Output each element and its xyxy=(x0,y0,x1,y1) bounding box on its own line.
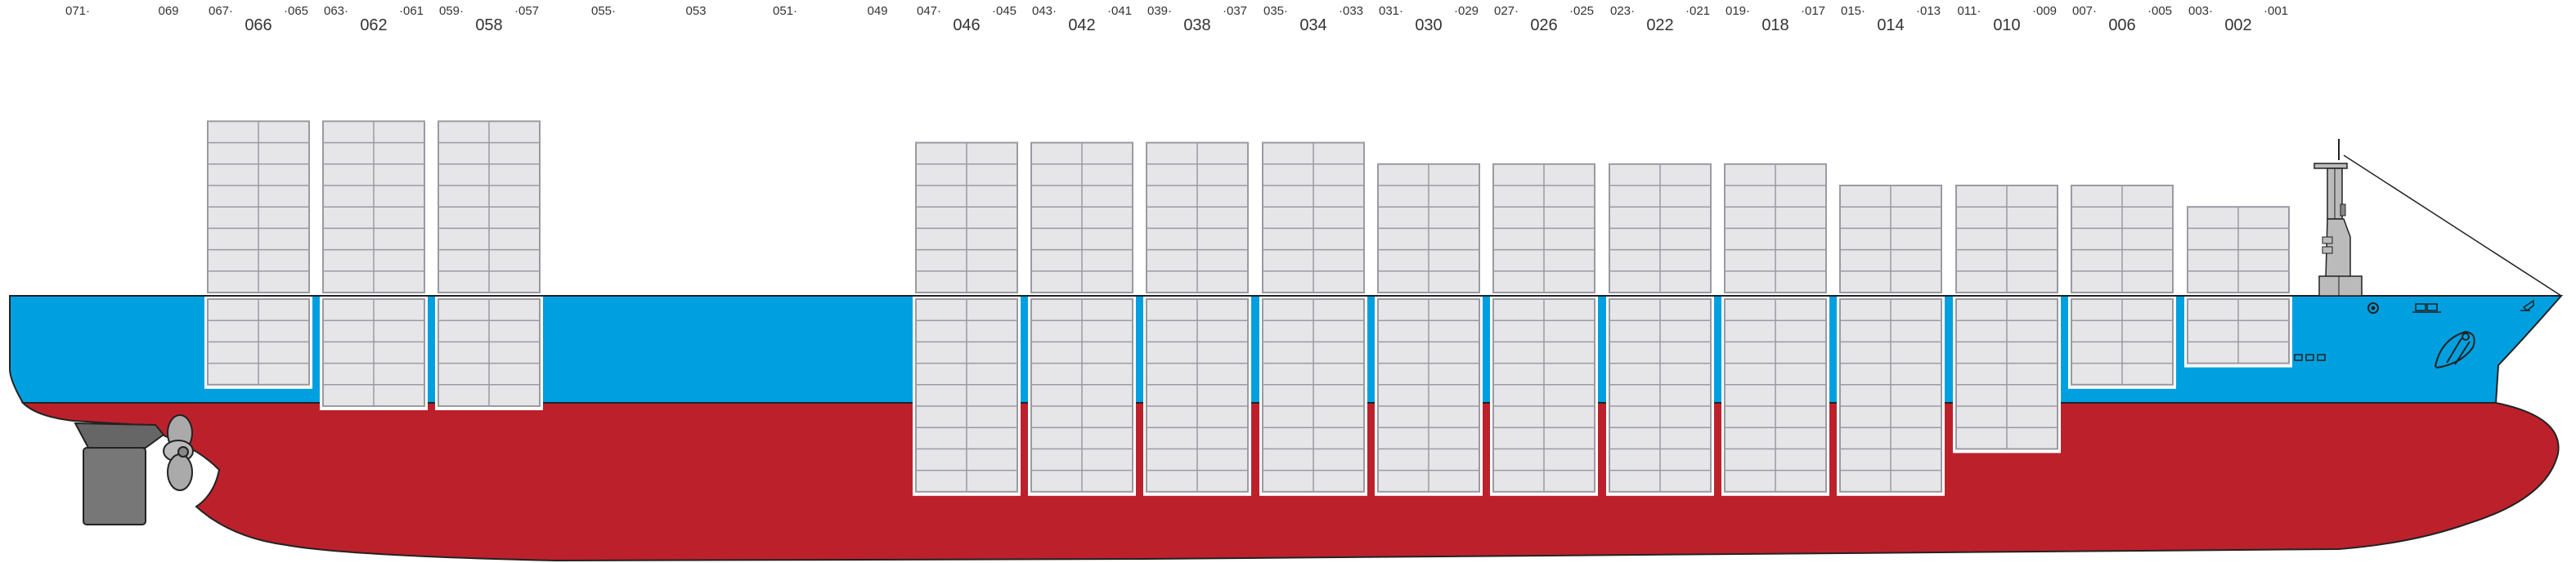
bay-aft-label-029: ·029 xyxy=(1454,4,1479,18)
bay-aft-label-013: ·013 xyxy=(1916,4,1941,18)
bay-fore-label-027: 027· xyxy=(1494,4,1519,18)
bay-label-058: 058 xyxy=(475,16,502,34)
bay-label-030: 030 xyxy=(1415,16,1442,34)
container-stack-below-062 xyxy=(322,298,425,407)
bay-fore-label-031: 031· xyxy=(1379,4,1403,18)
bay-label-022: 022 xyxy=(1646,16,1673,34)
container-stack-below-058 xyxy=(438,298,541,407)
container-stack-below-014 xyxy=(1839,298,1942,493)
container-stack-above-030 xyxy=(1377,163,1480,293)
bay-fore-label-059: 059· xyxy=(439,4,464,18)
bay-label-002: 002 xyxy=(2224,16,2251,34)
container-stack-above-002 xyxy=(2187,206,2290,293)
container-stack-above-014 xyxy=(1839,185,1942,293)
bay-label-051: 051· xyxy=(773,4,797,18)
container-stack-above-006 xyxy=(2071,185,2174,293)
bay-labels: 066 067· ·065 062 063· ·061 058 059· ·057 046 047·… xyxy=(65,4,2288,34)
rudder-post xyxy=(74,422,165,449)
bay-label-053: 053 xyxy=(685,4,706,18)
bay-aft-label-021: ·021 xyxy=(1685,4,1710,18)
bay-label-014: 014 xyxy=(1877,16,1904,34)
bay-label-062: 062 xyxy=(360,16,387,34)
bay-fore-label-067: 067· xyxy=(209,4,233,18)
bay-label-049: 049 xyxy=(867,4,887,18)
container-stack-above-062 xyxy=(322,120,425,293)
bay-aft-label-009: ·009 xyxy=(2032,4,2057,18)
container-stack-below-010 xyxy=(1955,298,2058,450)
bay-label-018: 018 xyxy=(1761,16,1788,34)
rudder xyxy=(83,447,146,525)
container-stack-above-034 xyxy=(1262,141,1365,293)
container-stack-above-022 xyxy=(1609,163,1712,293)
container-stack-below-034 xyxy=(1262,298,1365,493)
container-stack-below-018 xyxy=(1724,298,1827,493)
bay-label-071: 071· xyxy=(65,4,90,18)
bow-mast xyxy=(2313,139,2562,297)
container-stack-above-066 xyxy=(207,120,310,293)
bay-aft-label-041: ·041 xyxy=(1107,4,1132,18)
bay-fore-label-023: 023· xyxy=(1610,4,1635,18)
bay-fore-label-011: 011· xyxy=(1958,4,1981,18)
container-stack-below-002 xyxy=(2187,298,2290,364)
bay-aft-label-061: ·061 xyxy=(399,4,424,18)
container-stack-below-038 xyxy=(1146,298,1249,493)
bay-fore-label-043: 043· xyxy=(1032,4,1057,18)
container-stack-above-046 xyxy=(915,141,1018,293)
bow-fittings xyxy=(2294,299,2534,361)
bay-aft-label-033: ·033 xyxy=(1339,4,1363,18)
container-stack-above-026 xyxy=(1492,163,1595,293)
bay-label-010: 010 xyxy=(1993,16,2020,34)
container-stacks xyxy=(204,120,2292,496)
bay-fore-label-003: 003· xyxy=(2188,4,2213,18)
bay-fore-label-015: 015· xyxy=(1841,4,1865,18)
bay-label-038: 038 xyxy=(1183,16,1210,34)
anchor-icon xyxy=(2434,330,2475,369)
bay-fore-label-035: 035· xyxy=(1263,4,1288,18)
bay-aft-label-001: ·001 xyxy=(2264,4,2288,18)
bay-label-034: 034 xyxy=(1299,16,1326,34)
container-stack-above-042 xyxy=(1030,141,1133,293)
container-stack-above-018 xyxy=(1724,163,1827,293)
bay-aft-label-017: ·017 xyxy=(1801,4,1825,18)
bay-label-066: 066 xyxy=(245,16,272,34)
container-stack-below-026 xyxy=(1492,298,1595,493)
container-stack-below-046 xyxy=(915,298,1018,493)
bay-fore-label-063: 063· xyxy=(324,4,348,18)
container-stack-below-030 xyxy=(1377,298,1480,493)
bay-label-042: 042 xyxy=(1068,16,1095,34)
container-stack-below-022 xyxy=(1609,298,1712,493)
container-stack-below-066 xyxy=(207,298,310,386)
bay-label-055: 055· xyxy=(591,4,616,18)
bay-label-006: 006 xyxy=(2108,16,2135,34)
bay-label-046: 046 xyxy=(953,16,980,34)
bay-fore-label-019: 019· xyxy=(1726,4,1750,18)
container-stack-below-042 xyxy=(1030,298,1133,493)
bay-aft-label-045: ·045 xyxy=(992,4,1016,18)
container-stack-above-058 xyxy=(438,120,541,293)
bay-aft-label-037: ·037 xyxy=(1223,4,1247,18)
bay-aft-label-025: ·025 xyxy=(1569,4,1594,18)
container-stack-above-010 xyxy=(1955,185,2058,293)
bay-fore-label-039: 039· xyxy=(1147,4,1172,18)
container-stack-below-006 xyxy=(2071,298,2174,386)
container-stack-above-038 xyxy=(1146,141,1249,293)
bay-aft-label-057: ·057 xyxy=(514,4,539,18)
bay-fore-label-007: 007· xyxy=(2072,4,2097,18)
bay-fore-label-047: 047· xyxy=(917,4,941,18)
bay-label-026: 026 xyxy=(1530,16,1557,34)
bay-label-069: 069 xyxy=(158,4,178,18)
bay-aft-label-065: ·065 xyxy=(284,4,308,18)
propeller-icon xyxy=(163,414,194,491)
bay-aft-label-005: ·005 xyxy=(2147,4,2172,18)
